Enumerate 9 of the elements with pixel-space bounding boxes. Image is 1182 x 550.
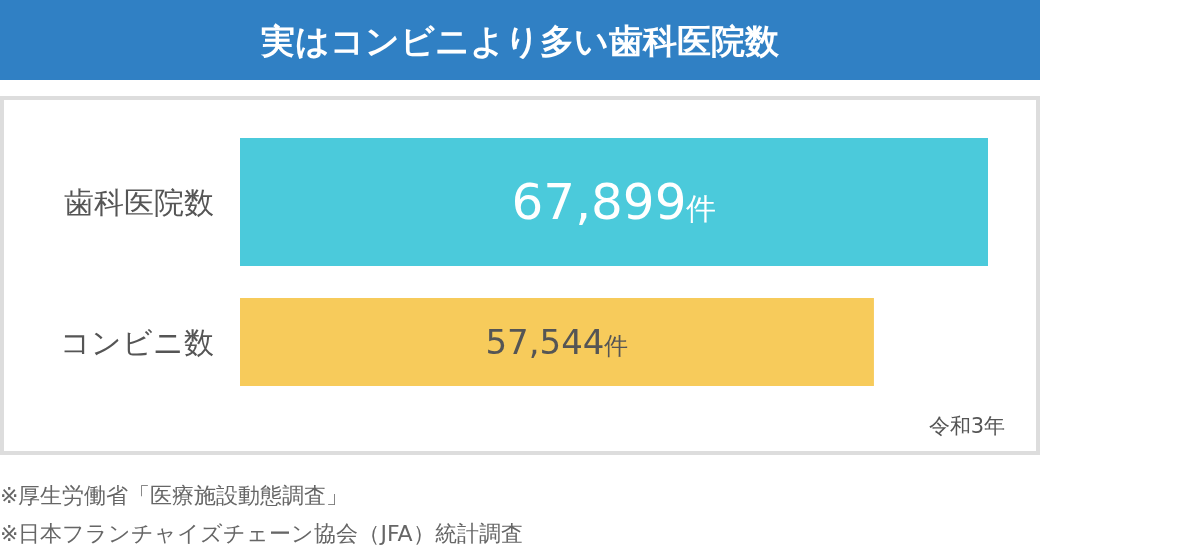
note: 令和3年 <box>928 414 1005 438</box>
category: 歯科医院数 <box>64 184 214 220</box>
chart-title: 実はコンビニより多い歯科医院数 <box>260 21 780 61</box>
value-label: 67,899件 <box>511 173 717 231</box>
category: コンビニ数 <box>60 324 214 360</box>
title: 実はコンビニより多い歯科医院数 <box>0 0 1040 80</box>
value-label: 57,544件 <box>485 322 629 362</box>
source: ※厚生労働省「医療施設動態調査」 <box>0 483 349 508</box>
source: ※日本フランチャイズチェーン協会（JFA）統計調査 <box>0 521 523 546</box>
